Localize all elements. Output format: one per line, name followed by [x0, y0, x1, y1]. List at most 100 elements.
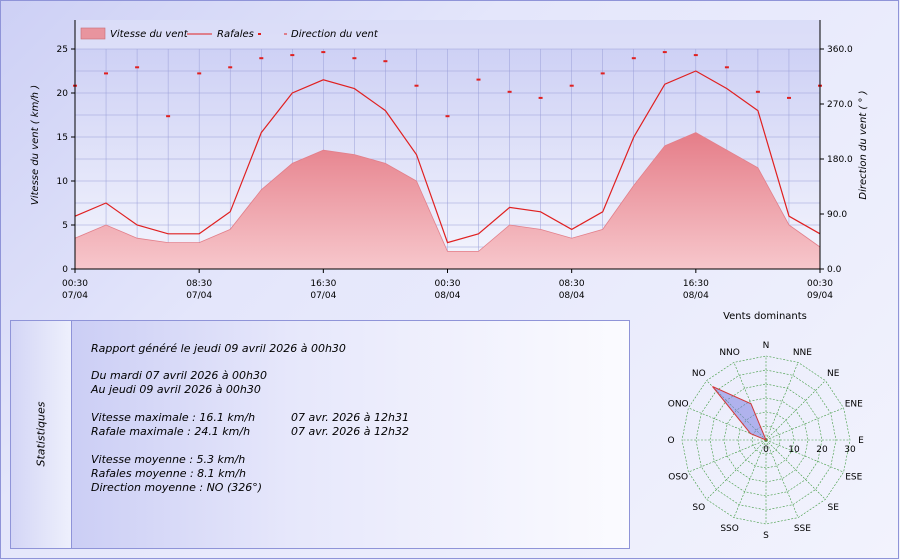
- rose-direction-label: O: [667, 436, 674, 446]
- y-axis-label: Vitesse du vent ( km/h ): [30, 85, 41, 205]
- rose-direction-label: E: [858, 436, 864, 446]
- direction-point: [135, 66, 140, 69]
- wind-rose: N NNE NE ENE E ESE SE SSE S SSO SO OSO O ONO NO NNO 0 10 2…: [667, 341, 864, 540]
- series-gusts-line: [74, 70, 821, 244]
- direction-point: [166, 115, 171, 118]
- legend-label-direction: Direction du vent: [291, 29, 379, 40]
- y2-tick-label: 360.0: [827, 45, 853, 55]
- rose-direction-label: S: [763, 531, 769, 540]
- direction-point: [414, 84, 419, 87]
- max-gust-date: 07 avr. 2026 à 12h32: [291, 425, 409, 438]
- y2-tick-label: 180.0: [827, 155, 853, 165]
- x-tick-date: 07/04: [310, 291, 336, 301]
- direction-point: [104, 72, 108, 75]
- x-tick-time: 08:30: [186, 279, 212, 289]
- x-tick-date: 08/04: [683, 291, 709, 301]
- avg-direction: Direction moyenne : NO (326°): [91, 481, 263, 494]
- x-tick-date: 09/04: [807, 291, 833, 301]
- avg-gust: Rafales moyenne : 8.1 km/h: [91, 467, 246, 480]
- x-tick-time: 16:30: [310, 279, 336, 289]
- rose-spoke: [765, 380, 826, 441]
- direction-point: [321, 51, 326, 54]
- legend-swatch-point: [258, 33, 261, 35]
- y-tick-label: 10: [57, 177, 69, 187]
- rose-spoke: [765, 439, 826, 500]
- direction-point: [662, 51, 667, 54]
- x-tick-date: 07/04: [186, 291, 212, 301]
- series-direction-points: [73, 51, 822, 118]
- wind-chart: 0 5 10 15 20 25 0.0 90.0 180.0 270.0 360.0 00:30 0…: [30, 20, 869, 301]
- x-tick-time: 16:30: [683, 279, 709, 289]
- rose-direction-label: SSO: [720, 524, 739, 534]
- x-tick-time: 08:30: [559, 279, 585, 289]
- x-tick-time: 00:30: [62, 279, 88, 289]
- rose-radial-label: 20: [816, 445, 828, 455]
- period-to: Au jeudi 09 avril 2026 à 00h30: [91, 383, 261, 396]
- direction-point: [787, 96, 791, 99]
- direction-point: [569, 84, 574, 87]
- y2-tick-label: 0.0: [827, 265, 842, 275]
- direction-point: [197, 72, 202, 75]
- direction-point: [724, 66, 729, 69]
- y-tick-label: 15: [57, 133, 68, 143]
- x-tick-time: 00:30: [807, 279, 833, 289]
- rose-direction-label: ENE: [845, 400, 863, 410]
- direction-point: [693, 54, 698, 57]
- rose-direction-label: SO: [692, 503, 705, 513]
- rose-direction-label: SSE: [794, 524, 811, 534]
- rose-direction-label: ESE: [845, 472, 862, 482]
- direction-point: [228, 66, 233, 69]
- wind-rose-polygon: [712, 386, 767, 441]
- period-from: Du mardi 07 avril 2026 à 00h30: [91, 369, 268, 382]
- series-wind-speed-area: [74, 132, 821, 270]
- y2-tick-label: 90.0: [827, 210, 847, 220]
- statistics-title: Statistiques: [34, 401, 48, 467]
- statistics-side: Statistiques: [11, 321, 72, 548]
- direction-point: [631, 57, 636, 60]
- x-tick-date: 08/04: [559, 291, 585, 301]
- report-generated: Rapport généré le jeudi 09 avril 2026 à …: [91, 342, 346, 355]
- wind-rose-title: Vents dominants: [723, 311, 807, 322]
- avg-speed: Vitesse moyenne : 5.3 km/h: [91, 453, 246, 466]
- statistics-panel: Statistiques Rapport généré le jeudi 09 …: [10, 320, 630, 549]
- direction-point: [383, 60, 388, 63]
- direction-point: [445, 115, 450, 118]
- direction-point: [755, 90, 760, 93]
- legend: Vitesse du vent Rafales Direction du ven…: [80, 27, 379, 40]
- max-speed-date: 07 avr. 2026 à 12h31: [291, 411, 409, 424]
- rose-ring: [709, 383, 823, 497]
- direction-point: [538, 96, 543, 99]
- legend-label-gusts: Rafales: [217, 29, 254, 40]
- rose-direction-label: SE: [827, 503, 839, 513]
- rose-direction-label: NO: [692, 369, 706, 379]
- y-tick-label: 20: [57, 89, 69, 99]
- y2-axis-label: Direction du vent ( ° ): [858, 90, 869, 199]
- rose-direction-label: N: [763, 341, 770, 351]
- y2-tick-label: 270.0: [827, 100, 853, 110]
- legend-swatch-area: [80, 27, 106, 40]
- direction-point: [352, 57, 357, 60]
- max-gust: Rafale maximale : 24.1 km/h: [91, 425, 251, 438]
- y-tick-label: 0: [62, 265, 68, 275]
- rose-radial-label: 10: [788, 445, 800, 455]
- rose-direction-label: ONO: [668, 400, 689, 410]
- legend-label-speed: Vitesse du vent: [110, 29, 189, 40]
- direction-point: [507, 90, 512, 93]
- x-tick-date: 08/04: [435, 291, 461, 301]
- y-tick-label: 5: [62, 221, 68, 231]
- direction-point: [600, 72, 605, 75]
- y-tick-label: 25: [57, 45, 68, 55]
- rose-direction-label: NNE: [793, 348, 812, 358]
- rose-spoke: [706, 439, 767, 500]
- direction-point: [259, 57, 264, 60]
- rose-direction-label: OSO: [668, 472, 688, 482]
- x-tick-time: 00:30: [435, 279, 461, 289]
- rose-direction-label: NNO: [719, 348, 740, 358]
- rose-radial-label: 30: [844, 445, 856, 455]
- x-tick-date: 07/04: [62, 291, 88, 301]
- rose-radial-label: 0: [763, 445, 769, 455]
- rose-ring: [737, 411, 795, 469]
- max-speed: Vitesse maximale : 16.1 km/h: [91, 411, 256, 424]
- rose-spoke: [765, 362, 799, 441]
